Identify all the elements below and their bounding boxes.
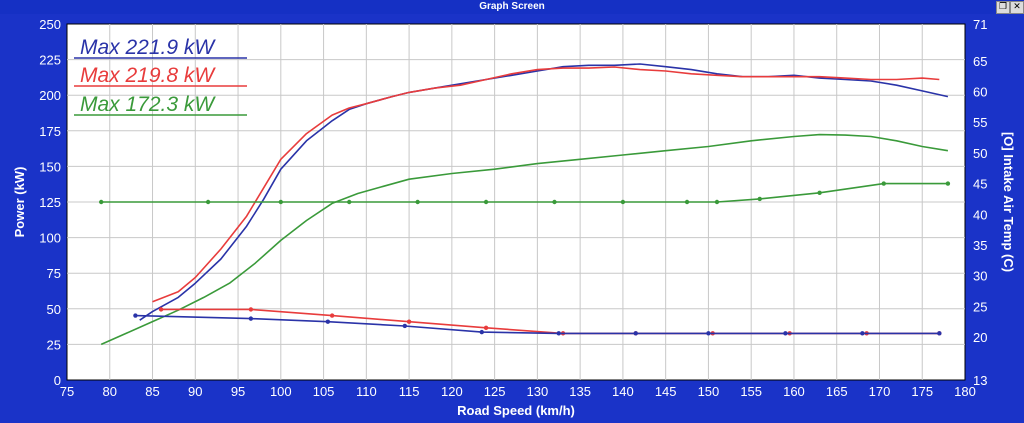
temp-green-point [620, 199, 626, 205]
y-tick-label: 100 [39, 231, 61, 246]
x-tick-label: 125 [484, 384, 506, 399]
temp-green-point [714, 199, 720, 205]
temp-green-point [483, 199, 489, 205]
x-tick-label: 140 [612, 384, 634, 399]
restore-window-icon[interactable]: ❐ [996, 1, 1010, 14]
temp-blue-point [133, 313, 138, 318]
title-bar: Graph Screen ❐ ✕ [0, 0, 1024, 14]
y-tick-label: 250 [39, 17, 61, 32]
temp-red-point [406, 319, 412, 324]
temp-green-point [99, 199, 104, 205]
x-tick-label: 95 [231, 384, 245, 399]
temp-blue-point [783, 331, 788, 336]
y-tick-label: 225 [39, 53, 61, 68]
y-tick-label: 25 [47, 337, 61, 352]
temp-red-point [329, 313, 335, 318]
temp-green-point [881, 181, 886, 186]
temp-green-point [684, 199, 690, 205]
x-tick-label: 80 [103, 384, 117, 399]
temp-green-point [205, 199, 211, 205]
x-tick-label: 90 [188, 384, 202, 399]
temp-blue-point [633, 331, 638, 336]
x-tick-label: 120 [441, 384, 463, 399]
temp-green-point [945, 181, 951, 186]
y2-tick-label: 71 [973, 17, 987, 32]
y-axis-title: Power (kW) [12, 167, 27, 238]
temp-blue-point [479, 329, 484, 335]
power-red-line [152, 66, 940, 303]
y-tick-label: 150 [39, 159, 61, 174]
y-tick-label: 200 [39, 88, 61, 103]
y-tick-label: 75 [47, 266, 61, 281]
y2-tick-label: 30 [973, 269, 987, 284]
temp-blue-point [402, 323, 408, 329]
x-tick-label: 130 [527, 384, 549, 399]
temp-blue-point [248, 316, 254, 321]
x-tick-label: 160 [783, 384, 805, 399]
x-tick-label: 100 [270, 384, 292, 399]
temp-green-point [278, 199, 284, 205]
y2-tick-label: 45 [973, 177, 987, 192]
x-tick-label: 155 [740, 384, 762, 399]
temp-blue-point [325, 319, 331, 324]
x-tick-label: 175 [911, 384, 933, 399]
legend-entry: Max 219.8 kW [80, 64, 216, 87]
y2-tick-label: 13 [973, 373, 987, 388]
x-tick-label: 180 [954, 384, 976, 399]
temp-green-point [415, 199, 420, 205]
x-tick-label: 135 [569, 384, 591, 399]
x-tick-label: 105 [313, 384, 335, 399]
temp-blue-point [706, 331, 711, 336]
y2-tick-label: 20 [973, 330, 987, 345]
y2-axis-title: [O] Intake Air Temp (C) [1001, 132, 1016, 272]
close-icon[interactable]: ✕ [1010, 1, 1024, 14]
y-tick-label: 0 [54, 373, 61, 388]
x-tick-label: 145 [655, 384, 677, 399]
legend-entry: Max 172.3 kW [80, 93, 216, 116]
x-tick-label: 165 [826, 384, 848, 399]
temp-blue-point [937, 331, 942, 336]
y-tick-label: 175 [39, 124, 61, 139]
temp-red-point [483, 325, 489, 331]
y2-tick-label: 60 [973, 85, 987, 100]
temp-green-point [817, 190, 822, 195]
x-tick-label: 115 [399, 384, 420, 399]
power-green-line [100, 133, 949, 346]
x-tick-label: 75 [60, 384, 74, 399]
x-tick-label: 110 [356, 384, 377, 399]
temp-green-point [552, 199, 557, 205]
temp-green-line [101, 182, 948, 203]
x-tick-label: 170 [869, 384, 891, 399]
temp-green-point [347, 199, 352, 205]
temp-red-point [248, 307, 254, 312]
y2-tick-label: 35 [973, 238, 987, 253]
y2-tick-label: 25 [973, 299, 987, 314]
temp-red-point [158, 307, 164, 312]
temp-blue-point [556, 331, 561, 336]
x-tick-label: 85 [145, 384, 159, 399]
y2-tick-label: 50 [973, 146, 987, 161]
y2-tick-label: 65 [973, 54, 987, 69]
legend-entry: Max 221.9 kW [80, 36, 216, 59]
y2-tick-label: 55 [973, 115, 987, 130]
temp-blue-point [860, 331, 865, 336]
temp-green-point [757, 196, 762, 202]
x-axis-title: Road Speed (km/h) [457, 403, 575, 418]
y-tick-label: 125 [39, 195, 61, 210]
y2-tick-label: 40 [973, 207, 987, 222]
x-tick-label: 150 [698, 384, 720, 399]
y-tick-label: 50 [47, 302, 61, 317]
window-title: Graph Screen [479, 1, 545, 12]
